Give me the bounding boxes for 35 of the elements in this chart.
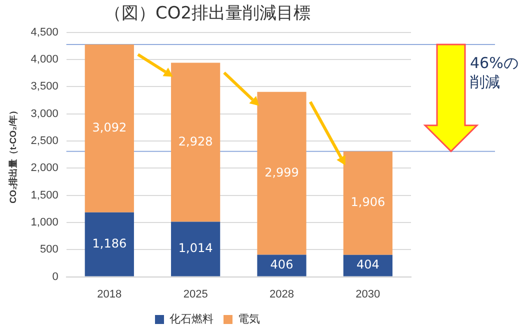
- bar: [257, 254, 306, 276]
- y-tick-label: 1,500: [30, 189, 58, 202]
- y-tick-label: 4,000: [30, 54, 58, 66]
- bar: [343, 254, 392, 276]
- bar: [343, 151, 392, 255]
- chart-title: （図）CO2排出量削減目標: [104, 4, 311, 24]
- data-label: 3,092: [92, 120, 127, 135]
- y-tick-label: 1,000: [30, 216, 58, 229]
- x-tick-label: 2030: [356, 288, 380, 300]
- legend-label: 化石燃料: [170, 312, 214, 326]
- y-tick-label: 2,500: [30, 135, 58, 148]
- data-label: 2,999: [264, 165, 299, 180]
- x-tick-label: 2025: [183, 288, 208, 300]
- y-tick-label: 2,000: [30, 162, 58, 174]
- bar: [171, 62, 220, 222]
- text: 46%の削減: [470, 54, 520, 92]
- y-tick-label: 500: [40, 244, 58, 256]
- y-tick-label: 3,000: [30, 108, 58, 120]
- data-label: 1,014: [178, 241, 213, 256]
- y-tick-label: 0: [52, 270, 58, 283]
- bar: [84, 44, 134, 212]
- x-tick-label: 2028: [270, 288, 294, 300]
- y-tick-label: 3,500: [30, 80, 58, 93]
- legend-label: 電気: [238, 312, 260, 326]
- bar: [171, 222, 220, 276]
- x-tick-label: 2018: [97, 288, 122, 300]
- data-label: 404: [356, 258, 380, 272]
- data-label: 2,928: [178, 134, 213, 148]
- y-tick-label: 4,500: [30, 26, 58, 38]
- y-axis-title: CO₂排出量（t-CO₂/年）: [8, 106, 18, 204]
- bar: [84, 212, 134, 276]
- bar: [257, 92, 306, 255]
- data-label: 1,906: [350, 195, 386, 210]
- data-label: 1,186: [92, 236, 127, 250]
- data-label: 406: [270, 258, 294, 272]
